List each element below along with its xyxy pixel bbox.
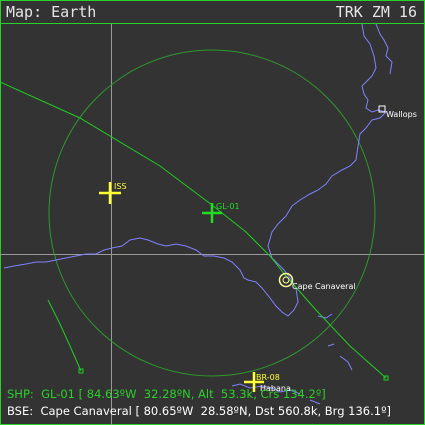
station-square-icon [378,105,386,113]
br08-contact[interactable]: BR-08 Habana [244,372,291,393]
iss-label: ISS [114,182,127,191]
ship-status-line: SHP: GL-01 [ 84.63ºW 32.28ºN, Alt 53.3k,… [7,387,326,401]
crosshair-icon [99,182,121,204]
map-title: Map: Earth [6,3,97,21]
crosshair-icon [202,203,222,223]
cape-canaveral-label: Cape Canaveral [292,282,356,291]
secondary-track-line [47,299,82,372]
track-end-square-icon [383,375,389,381]
cape-canaveral-base[interactable]: Cape Canaveral [278,272,356,292]
br08-label: BR-08 [256,373,280,382]
base-status-line: BSE: Cape Canaveral [ 80.65ºW 28.58ºN, D… [7,404,391,418]
wallops-label: Wallops [386,110,417,119]
tracking-mode-indicator: TRK ZM 16 [335,3,417,21]
track-end-square-icon [78,368,84,374]
wallops-station[interactable]: Wallops [378,105,417,119]
range-ring [48,49,376,377]
coastline [3,23,393,405]
crosshair-icon [244,372,264,392]
ship-gl01-contact[interactable]: GL-01 [202,202,240,223]
base-target-icon [278,272,294,288]
iss-contact[interactable]: ISS [99,182,127,204]
gl01-label: GL-01 [216,202,240,211]
habana-label: Habana [260,384,291,393]
ship-track-line [0,81,387,379]
